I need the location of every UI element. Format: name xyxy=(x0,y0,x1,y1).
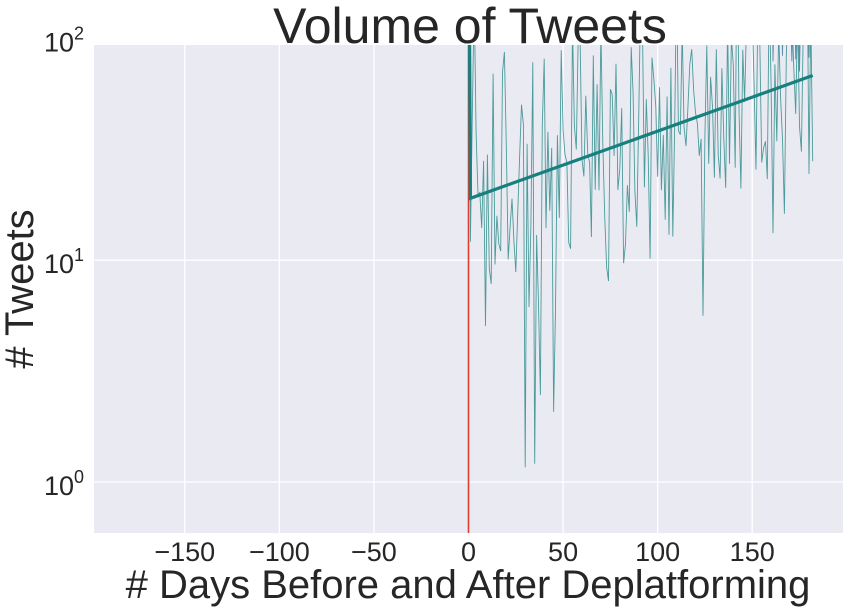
x-tick-label: −100 xyxy=(249,537,310,567)
daily-volume-lines xyxy=(469,45,814,468)
x-tick-label: 100 xyxy=(635,537,680,567)
trend-lines xyxy=(468,45,814,201)
y-tick-label: 102 xyxy=(44,23,84,57)
x-tick-label: −150 xyxy=(154,537,215,567)
y-tick-label: 101 xyxy=(44,245,84,279)
x-axis-label: # Days Before and After Deplatforming xyxy=(126,563,811,607)
y-axis-label: # Tweets xyxy=(0,209,42,368)
trend-line-3 xyxy=(468,45,814,201)
x-tick-label: −50 xyxy=(351,537,397,567)
x-tick-label: 150 xyxy=(730,537,775,567)
x-tick-label: 0 xyxy=(461,537,476,567)
daily-volume-line-3 xyxy=(469,45,814,468)
y-tick-labels: 100101102103104 xyxy=(44,23,84,501)
x-tick-label: 50 xyxy=(548,537,578,567)
chart-title: Volume of Tweets xyxy=(273,0,667,54)
x-tick-labels: −150 −100 −50 0 50 100 150 xyxy=(154,537,774,567)
y-tick-label: 100 xyxy=(44,467,84,501)
grid xyxy=(94,37,843,533)
